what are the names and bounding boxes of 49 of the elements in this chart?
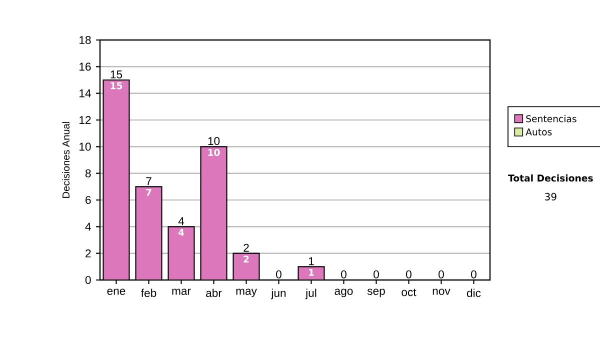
bar — [102, 79, 130, 280]
y-tick-label: 10 — [80, 142, 91, 151]
y-tick-label: 16 — [80, 62, 91, 71]
y-tick-label: 12 — [80, 116, 91, 124]
bar — [135, 186, 162, 280]
x-tick-label: ene — [107, 288, 126, 295]
total-label: 0 — [341, 270, 346, 278]
x-tick-label: oct — [402, 288, 416, 296]
x-tick-label: dic — [466, 288, 481, 298]
x-tick-label: may — [236, 288, 257, 298]
y-tick-label: 18 — [80, 36, 91, 44]
total-label: 2 — [244, 244, 249, 252]
data-label: 10 — [208, 148, 220, 156]
total-label: 0 — [276, 270, 282, 278]
data-label: 7 — [146, 188, 152, 196]
y-tick-label: 6 — [86, 196, 91, 204]
data-label: 15 — [110, 82, 122, 90]
x-tick-label: sep — [367, 288, 385, 298]
x-tick-label: jun — [270, 288, 286, 300]
x-tick-label: ago — [334, 288, 353, 298]
data-label: 2 — [244, 256, 249, 263]
x-tick-label: feb — [141, 288, 156, 298]
total-label: 0 — [374, 270, 379, 278]
total-label: 4 — [178, 217, 184, 226]
y-tick-label: 2 — [86, 249, 91, 258]
y-tick-label: 4 — [85, 222, 91, 231]
x-tick-label: jul — [305, 288, 316, 300]
text: Total Decisiones — [508, 174, 593, 182]
y-axis-title: Decisiones Anual — [62, 122, 70, 198]
bar — [200, 146, 228, 280]
total-label: 0 — [406, 270, 412, 278]
total-label: 7 — [146, 177, 152, 186]
data-label: 1 — [309, 268, 314, 276]
total-label: 0 — [438, 270, 444, 278]
total-label: 15 — [110, 70, 122, 78]
data-label: 4 — [178, 228, 184, 236]
legend-label: Autos — [526, 128, 552, 136]
bar — [168, 226, 195, 280]
total-label: 1 — [308, 257, 314, 266]
y-tick-label: 0 — [85, 276, 91, 284]
legend-label: Sentencias — [526, 115, 576, 122]
x-tick-label: mar — [172, 288, 191, 295]
x-tick-label: abr — [206, 288, 222, 298]
total-label: 10 — [208, 137, 220, 146]
total-label: 0 — [471, 270, 476, 278]
text: 39 — [545, 192, 556, 200]
y-tick-label: 8 — [85, 169, 91, 178]
x-tick-label: nov — [432, 288, 450, 295]
y-tick-label: 14 — [80, 89, 91, 98]
